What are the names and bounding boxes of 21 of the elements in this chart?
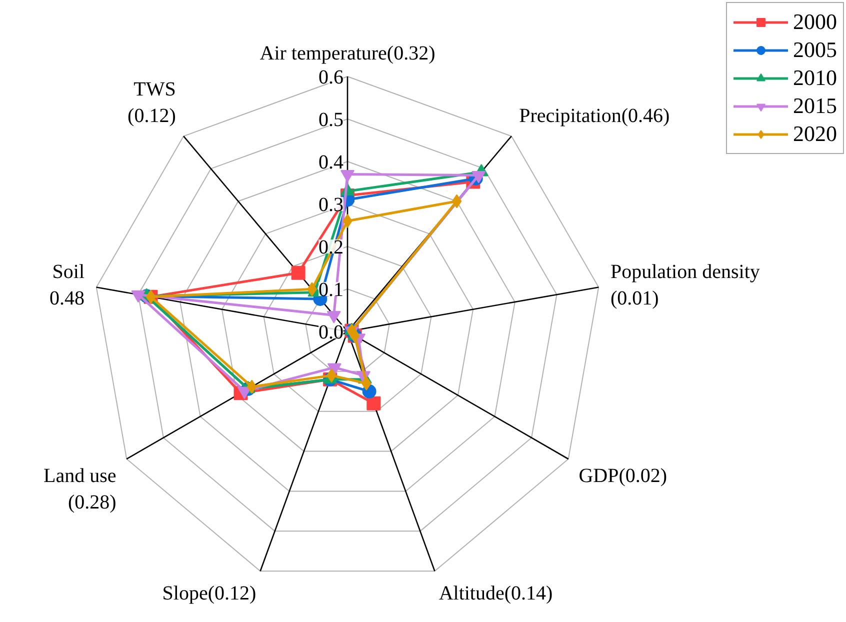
spoke-label: Precipitation(0.46) (519, 104, 670, 127)
y-tick-label: 0.4 (318, 152, 344, 174)
y-tick-label: 0.0 (318, 322, 344, 344)
spoke-label: TWS (0.12) (128, 78, 176, 127)
y-tick-label: 0.5 (318, 109, 344, 131)
spoke-label: Soil 0.48 (50, 260, 85, 310)
legend-label: 2015 (793, 93, 837, 119)
spoke-label: GDP(0.02) (578, 465, 668, 487)
spoke-label: Population density (0.01) (610, 260, 760, 310)
legend-label: 2020 (793, 121, 837, 147)
y-tick-label: 0.1 (318, 279, 344, 301)
legend-label: 2005 (793, 37, 837, 63)
y-tick-label: 0.3 (318, 194, 344, 216)
legend-label: 2000 (793, 9, 837, 35)
spoke-label: Slope(0.12) (162, 582, 256, 604)
spoke-label: Land use (0.28) (44, 465, 116, 514)
spoke-label: Altitude(0.14) (438, 582, 553, 604)
spoke-label: Air temperature(0.32) (260, 42, 436, 64)
y-tick-label: 0.2 (318, 236, 344, 258)
y-tick-label: 0.6 (318, 66, 344, 88)
legend-label: 2010 (793, 65, 837, 91)
